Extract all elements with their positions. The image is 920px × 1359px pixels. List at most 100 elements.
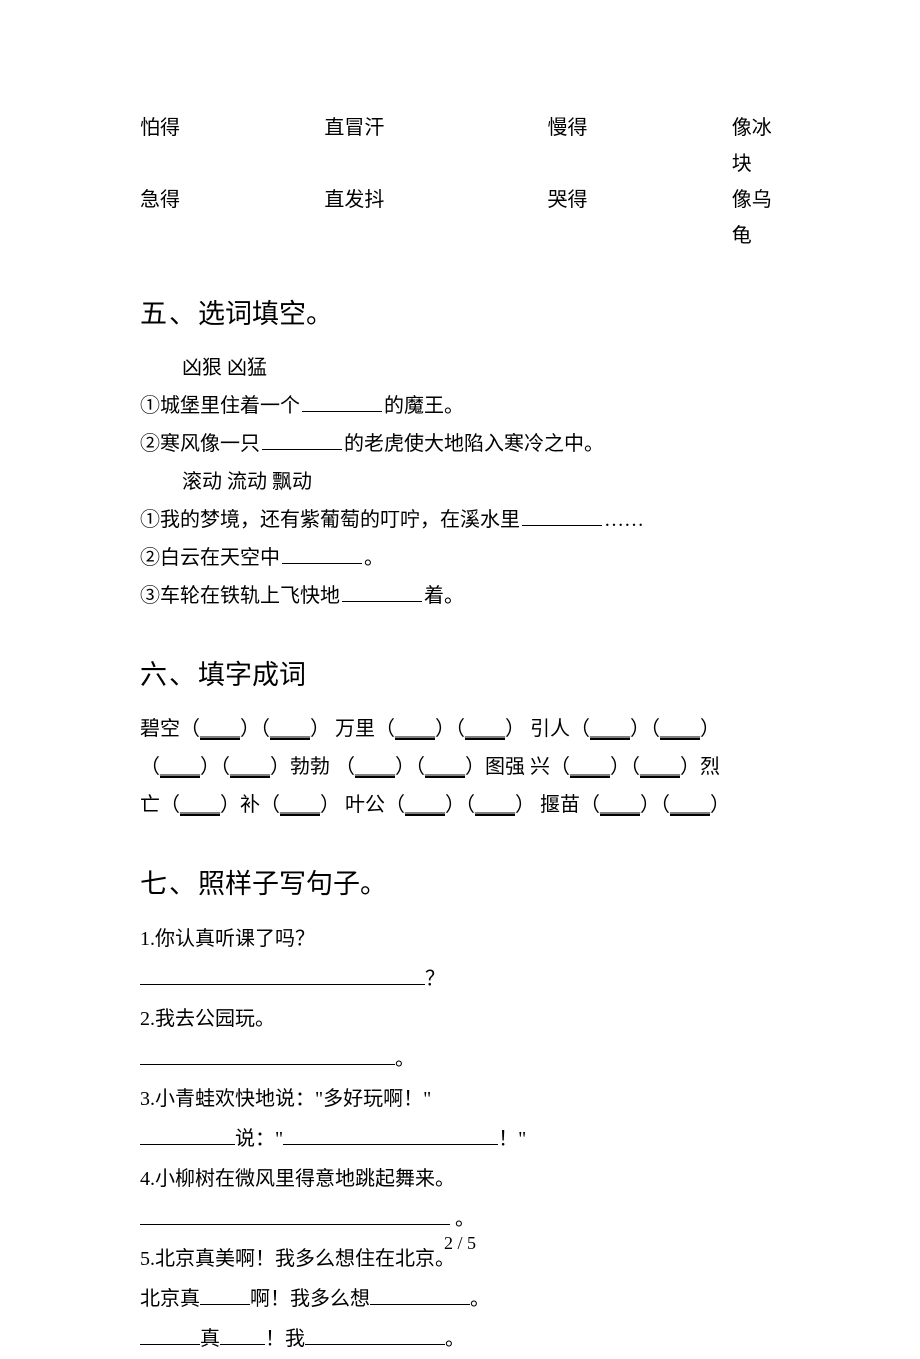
question-5-3: ①我的梦境，还有紫葡萄的叮咛，在溪水里 …… [140,501,790,539]
fill-blank[interactable]: ____ [475,794,515,816]
fill-blank[interactable]: ____ [465,718,505,740]
idiom-text: （ [140,756,160,778]
section-number: 七、 [140,869,198,899]
idiom-row-2: （____）（____）勃勃 （____）（____）图强 兴（____）（__… [140,748,790,786]
idiom-text: ）（ [640,794,670,816]
match-row-2: 急得 直发抖 哭得 像乌龟 [140,182,790,254]
question-5-4: ②白云在天空中。 [140,539,790,577]
idiom-text: ）（ [395,756,425,778]
fill-blank[interactable]: ____ [660,718,700,740]
fill-blank[interactable] [140,1123,235,1145]
answer-line-2: 。 [140,1039,790,1079]
answer-line-1: ？ [140,959,790,999]
fill-blank[interactable]: ____ [230,756,270,778]
question-7-2: 2.我去公园玩。 [140,999,790,1039]
match-cell: 直发抖 [324,182,547,254]
section-5-title: 五、选词填空。 [140,292,790,331]
fill-blank[interactable] [262,428,342,450]
question-7-4: 4.小柳树在微风里得意地跳起舞来。 [140,1159,790,1199]
text: ！我 [265,1328,305,1350]
fill-blank[interactable] [140,1323,200,1345]
question-text: ②寒风像一只 [140,433,260,455]
fill-blank[interactable] [305,1323,445,1345]
idiom-text: ）（ [610,756,640,778]
fill-blank[interactable] [220,1323,265,1345]
fill-blank[interactable] [140,1043,395,1065]
idiom-text: ） 揠苗（ [515,794,600,816]
fill-blank[interactable]: ____ [600,794,640,816]
match-cell: 直冒汗 [324,110,547,182]
match-cell: 怕得 [140,110,324,182]
idiom-text: ）图强 兴（ [465,756,570,778]
question-7-3: 3.小青蛙欢快地说："多好玩啊！" [140,1079,790,1119]
idiom-text: ）补（ [220,794,280,816]
word-choices-1: 凶狠 凶猛 [140,349,790,387]
idiom-text: 亡（ [140,794,180,816]
fill-blank[interactable]: ____ [160,756,200,778]
idiom-text: 碧空（ [140,718,200,740]
idiom-text: ）（ [435,718,465,740]
answer-line-5b: 真 ！我 。 [140,1319,790,1359]
question-text: 着。 [424,585,464,607]
fill-blank[interactable]: ____ [640,756,680,778]
question-text: ②白云在天空中 [140,547,280,569]
idiom-row-1: 碧空（____）（____） 万里（____）（____） 引人（____）（_… [140,710,790,748]
text: 啊！我多么想 [250,1288,370,1310]
fill-blank[interactable]: ____ [200,718,240,740]
fill-blank[interactable]: ____ [270,718,310,740]
idiom-text: ） [710,794,730,816]
text: 真 [200,1328,220,1350]
punct: 。 [450,1208,475,1230]
question-text: …… [604,509,644,531]
fill-blank[interactable]: ____ [425,756,465,778]
fill-blank[interactable]: ____ [355,756,395,778]
fill-blank[interactable] [282,542,362,564]
section-title-text: 填字成词 [198,660,306,690]
match-cell: 急得 [140,182,324,254]
fill-blank[interactable] [140,963,425,985]
fill-blank[interactable]: ____ [670,794,710,816]
match-row-1: 怕得 直冒汗 慢得 像冰块 [140,110,790,182]
question-5-2: ②寒风像一只 的老虎使大地陷入寒冷之中。 [140,425,790,463]
section-6-title: 六、填字成词 [140,653,790,692]
section-title-text: 照样子写句子。 [198,869,387,899]
section-7-title: 七、照样子写句子。 [140,862,790,901]
fill-blank[interactable] [283,1123,498,1145]
question-5-5: ③车轮在铁轨上飞快地 着。 [140,577,790,615]
text: 说：" [235,1128,283,1150]
fill-blank[interactable] [342,580,422,602]
question-text: ③车轮在铁轨上飞快地 [140,585,340,607]
fill-blank[interactable] [140,1203,450,1225]
question-text: ①我的梦境，还有紫葡萄的叮咛，在溪水里 [140,509,520,531]
question-text: 的老虎使大地陷入寒冷之中。 [344,433,604,455]
match-cell: 像乌龟 [732,182,790,254]
match-cell: 慢得 [547,110,731,182]
word-choices-2: 滚动 流动 飘动 [140,463,790,501]
text: 北京真 [140,1288,200,1310]
punct: 。 [470,1288,490,1310]
question-text: ①城堡里住着一个 [140,395,300,417]
fill-blank[interactable]: ____ [570,756,610,778]
fill-blank[interactable]: ____ [405,794,445,816]
idiom-text: ）勃勃 （ [270,756,355,778]
fill-blank[interactable] [522,504,602,526]
punct: 。 [445,1328,465,1350]
punct: ！" [498,1128,526,1150]
idiom-text: ）（ [240,718,270,740]
idiom-row-3: 亡（____）补（____） 叶公（____）（____） 揠苗（____）（_… [140,786,790,824]
section-number: 五、 [140,299,198,329]
question-text: 的魔王。 [384,395,464,417]
idiom-text: ）烈 [680,756,720,778]
fill-blank[interactable]: ____ [395,718,435,740]
fill-blank[interactable] [302,390,382,412]
idiom-text: ）（ [630,718,660,740]
fill-blank[interactable]: ____ [280,794,320,816]
page-number: 2 / 5 [0,1233,920,1254]
idiom-text: ）（ [445,794,475,816]
fill-blank[interactable]: ____ [180,794,220,816]
idiom-text: ） 叶公（ [320,794,405,816]
idiom-text: ） 引人（ [505,718,590,740]
answer-line-5a: 北京真 啊！我多么想 。 [140,1279,790,1319]
fill-blank[interactable]: ____ [590,718,630,740]
punct: ？ [425,968,445,990]
